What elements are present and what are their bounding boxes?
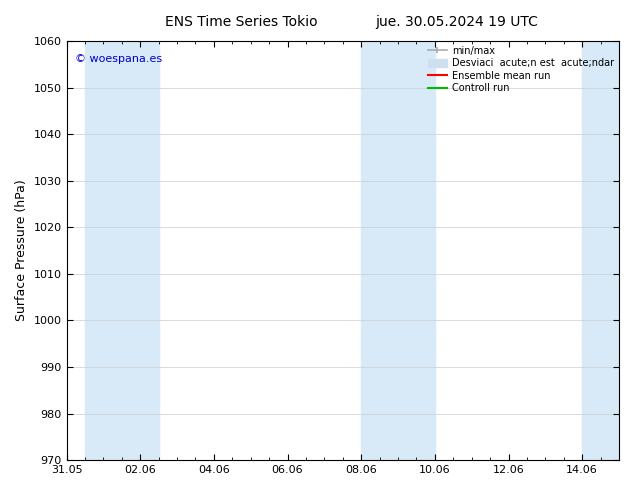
Bar xyxy=(582,41,634,460)
Bar xyxy=(361,41,398,460)
Text: jue. 30.05.2024 19 UTC: jue. 30.05.2024 19 UTC xyxy=(375,15,538,29)
Bar xyxy=(85,41,122,460)
Bar xyxy=(122,41,158,460)
Text: ENS Time Series Tokio: ENS Time Series Tokio xyxy=(165,15,317,29)
Y-axis label: Surface Pressure (hPa): Surface Pressure (hPa) xyxy=(15,180,28,321)
Bar xyxy=(398,41,435,460)
Legend: min/max, Desviaci  acute;n est  acute;ndar, Ensemble mean run, Controll run: min/max, Desviaci acute;n est acute;ndar… xyxy=(426,44,616,95)
Text: © woespana.es: © woespana.es xyxy=(75,53,162,64)
